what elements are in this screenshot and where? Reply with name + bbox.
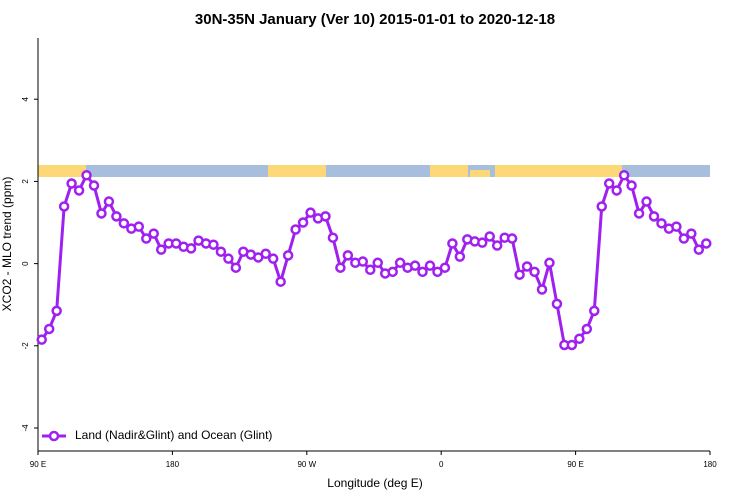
data-point <box>305 207 316 218</box>
data-point <box>275 276 286 287</box>
data-point <box>686 228 697 239</box>
data-point <box>223 253 234 264</box>
data-point <box>51 305 62 317</box>
data-point <box>260 248 271 259</box>
data-point <box>648 211 660 222</box>
land-ocean-band <box>38 165 710 177</box>
data-point <box>365 264 376 276</box>
data-point <box>693 244 705 255</box>
data-point <box>596 201 607 212</box>
data-point <box>148 228 159 239</box>
legend-label: Land (Nadir&Glint) and Ocean (Glint) <box>75 428 272 442</box>
data-point <box>118 218 130 229</box>
y-tick-label: -4 <box>21 424 30 432</box>
x-tick-label: 180 <box>703 460 717 469</box>
y-tick-label: 0 <box>21 261 30 266</box>
x-tick-label: 180 <box>166 460 180 469</box>
data-point <box>66 178 77 189</box>
x-tick-label: 90 E <box>567 460 583 469</box>
data-point <box>484 231 495 242</box>
data-point <box>581 323 593 335</box>
y-tick-label: 2 <box>21 179 30 184</box>
data-point <box>141 233 152 244</box>
data-point <box>611 185 622 196</box>
data-point <box>536 284 548 295</box>
data-point <box>454 251 466 262</box>
land-band <box>430 165 468 177</box>
data-point <box>409 260 421 271</box>
x-axis-label: Longitude (deg E) <box>327 476 422 490</box>
data-point <box>96 208 107 219</box>
data-point <box>656 218 667 229</box>
data-point <box>387 266 398 278</box>
data-point <box>357 256 369 267</box>
data-point <box>491 240 503 251</box>
data-point <box>521 261 533 272</box>
data-point <box>88 180 100 191</box>
data-point <box>335 262 346 273</box>
land-band <box>268 165 326 177</box>
land-band <box>495 165 622 177</box>
data-point <box>320 211 331 222</box>
data-point <box>701 238 712 249</box>
data-point <box>267 253 279 264</box>
data-point <box>671 221 682 232</box>
data-point <box>155 244 167 255</box>
data-point <box>58 201 70 212</box>
data-point <box>544 257 555 269</box>
data-point <box>230 262 242 273</box>
y-axis-label: XCO2 - MLO trend (ppm) <box>0 177 14 312</box>
land-band <box>38 165 86 177</box>
x-tick-label: 0 <box>439 460 444 469</box>
data-point <box>514 269 525 280</box>
chart-title: 30N-35N January (Ver 10) 2015-01-01 to 2… <box>195 11 555 28</box>
data-point <box>506 233 518 244</box>
data-point <box>424 260 436 271</box>
data-point <box>618 170 630 181</box>
data-point <box>641 196 652 207</box>
data-point <box>529 266 540 278</box>
x-tick-label: 90 W <box>297 460 316 469</box>
y-tick-label: -2 <box>21 342 30 350</box>
data-point <box>372 257 383 269</box>
data-point <box>297 217 309 228</box>
data-point <box>103 196 115 207</box>
data-point <box>603 178 615 189</box>
data-point <box>574 333 585 345</box>
y-tick-label: 4 <box>21 96 30 101</box>
legend-marker <box>48 430 60 442</box>
land-band <box>470 170 490 177</box>
data-point <box>133 221 145 232</box>
data-point <box>73 185 85 196</box>
data-point <box>111 211 122 222</box>
data-point <box>477 237 488 248</box>
x-tick-label: 90 E <box>30 460 46 469</box>
data-point <box>81 170 92 181</box>
data-point <box>282 250 294 261</box>
data-point <box>185 243 197 254</box>
data-point <box>342 250 354 261</box>
data-point <box>208 239 219 250</box>
data-point <box>439 262 451 273</box>
data-point <box>566 339 578 351</box>
data-point <box>551 298 563 310</box>
data-point <box>327 232 339 243</box>
data-point <box>394 257 406 269</box>
data-point <box>290 224 301 235</box>
data-point <box>633 208 645 219</box>
data-point <box>589 305 600 317</box>
data-point <box>626 180 637 191</box>
data-point <box>417 266 428 278</box>
data-point <box>432 266 443 278</box>
data-point <box>447 238 458 249</box>
data-point <box>215 246 227 257</box>
data-point <box>43 323 55 335</box>
data-point <box>678 233 690 244</box>
data-point <box>36 334 47 345</box>
